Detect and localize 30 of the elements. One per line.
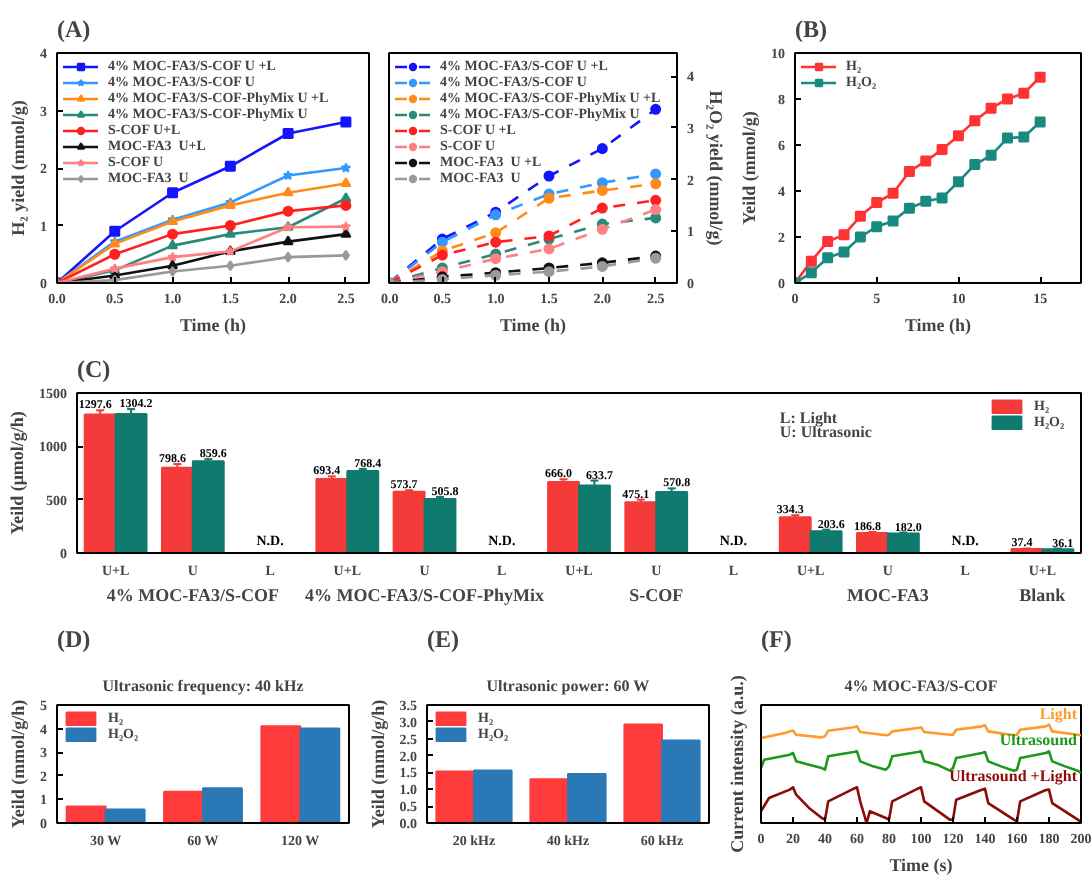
annotation: U: Ultrasonic	[779, 423, 873, 442]
chart-title: (E)	[427, 625, 459, 653]
y-axis-title: Yeild (μmol/g/h)	[7, 411, 27, 535]
text: 4% MOC-FA3/S-COF-PhyMix	[304, 585, 546, 605]
y-axis-title: Yeild (mmol/g/h)	[367, 699, 388, 829]
chart-title: (F)	[761, 625, 792, 653]
x-axis-title: Time (h)	[904, 315, 972, 335]
y-axis-title: H₂ yield (mmol/g)	[8, 100, 28, 236]
chart-subtitle: Ultrasonic power: 60 W	[486, 677, 650, 695]
text: Blank	[1019, 585, 1066, 605]
chart-title: (D)	[57, 625, 91, 653]
chart-title: (C)	[77, 355, 111, 383]
text: MOC-FA3	[847, 585, 930, 605]
series-label: Light	[1039, 704, 1078, 723]
series-label: Ultrasound	[999, 731, 1079, 750]
x-axis-title: Time (s)	[889, 855, 953, 875]
y-axis-title: Yeild (mmol/g)	[739, 111, 759, 225]
y-axis-title: Current intensity (a.u.)	[727, 675, 747, 853]
series-label: Ultrasound +Light	[949, 767, 1078, 786]
text: 4% MOC-FA3/S-COF	[106, 585, 280, 605]
chart-title: (A)	[57, 15, 91, 43]
text: S-COF	[629, 585, 685, 605]
y-axis-title: Yeild (mmol/g/h)	[8, 699, 28, 829]
y2-axis-title: H₂O₂ yield (mmol/g)	[706, 90, 726, 246]
x-axis-title: Time (h)	[499, 315, 567, 335]
annotation: L: Light	[779, 409, 838, 427]
chart-title: (B)	[795, 15, 827, 43]
chart-subtitle: 4% MOC-FA3/S-COF	[844, 677, 998, 695]
x-axis-title: Time (h)	[179, 315, 247, 335]
chart-subtitle: Ultrasonic frequency: 40 kHz	[102, 677, 305, 695]
